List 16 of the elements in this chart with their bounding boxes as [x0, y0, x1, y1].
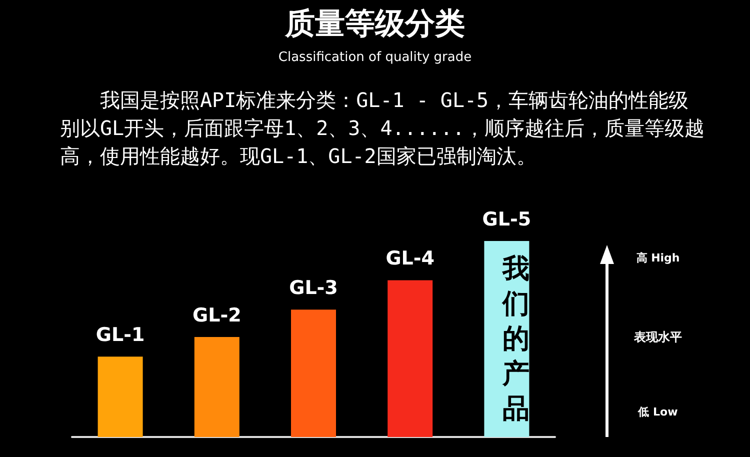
- text: 表现水平: [633, 330, 682, 344]
- chart-subtitle: Classification of quality grade: [278, 50, 472, 65]
- x-tick-label: GL-5: [482, 208, 532, 230]
- text: 低 Low: [637, 406, 678, 418]
- bar: [194, 337, 240, 437]
- x-tick-label: GL-1: [96, 324, 145, 346]
- bar: [98, 356, 143, 437]
- chart-title: 质量等级分类: [284, 6, 465, 42]
- annotation: 我们的产品: [502, 254, 530, 424]
- bar: [388, 280, 433, 437]
- x-tick-label: GL-3: [289, 277, 338, 300]
- x-tick-label: GL-2: [192, 304, 242, 327]
- text: 高 High: [636, 252, 680, 264]
- text: 我国是按照API标准来分类：GL-1 - GL-5，车辆齿轮油的性能级别以GL开头，后面跟字母1、2、3、4......，顺序越往后，质量等级越高，使用性能越好。现GL-1、GL-2国家已强制淘汰。: [60, 88, 704, 168]
- bar: [291, 310, 336, 437]
- x-tick-label: GL-4: [386, 248, 435, 270]
